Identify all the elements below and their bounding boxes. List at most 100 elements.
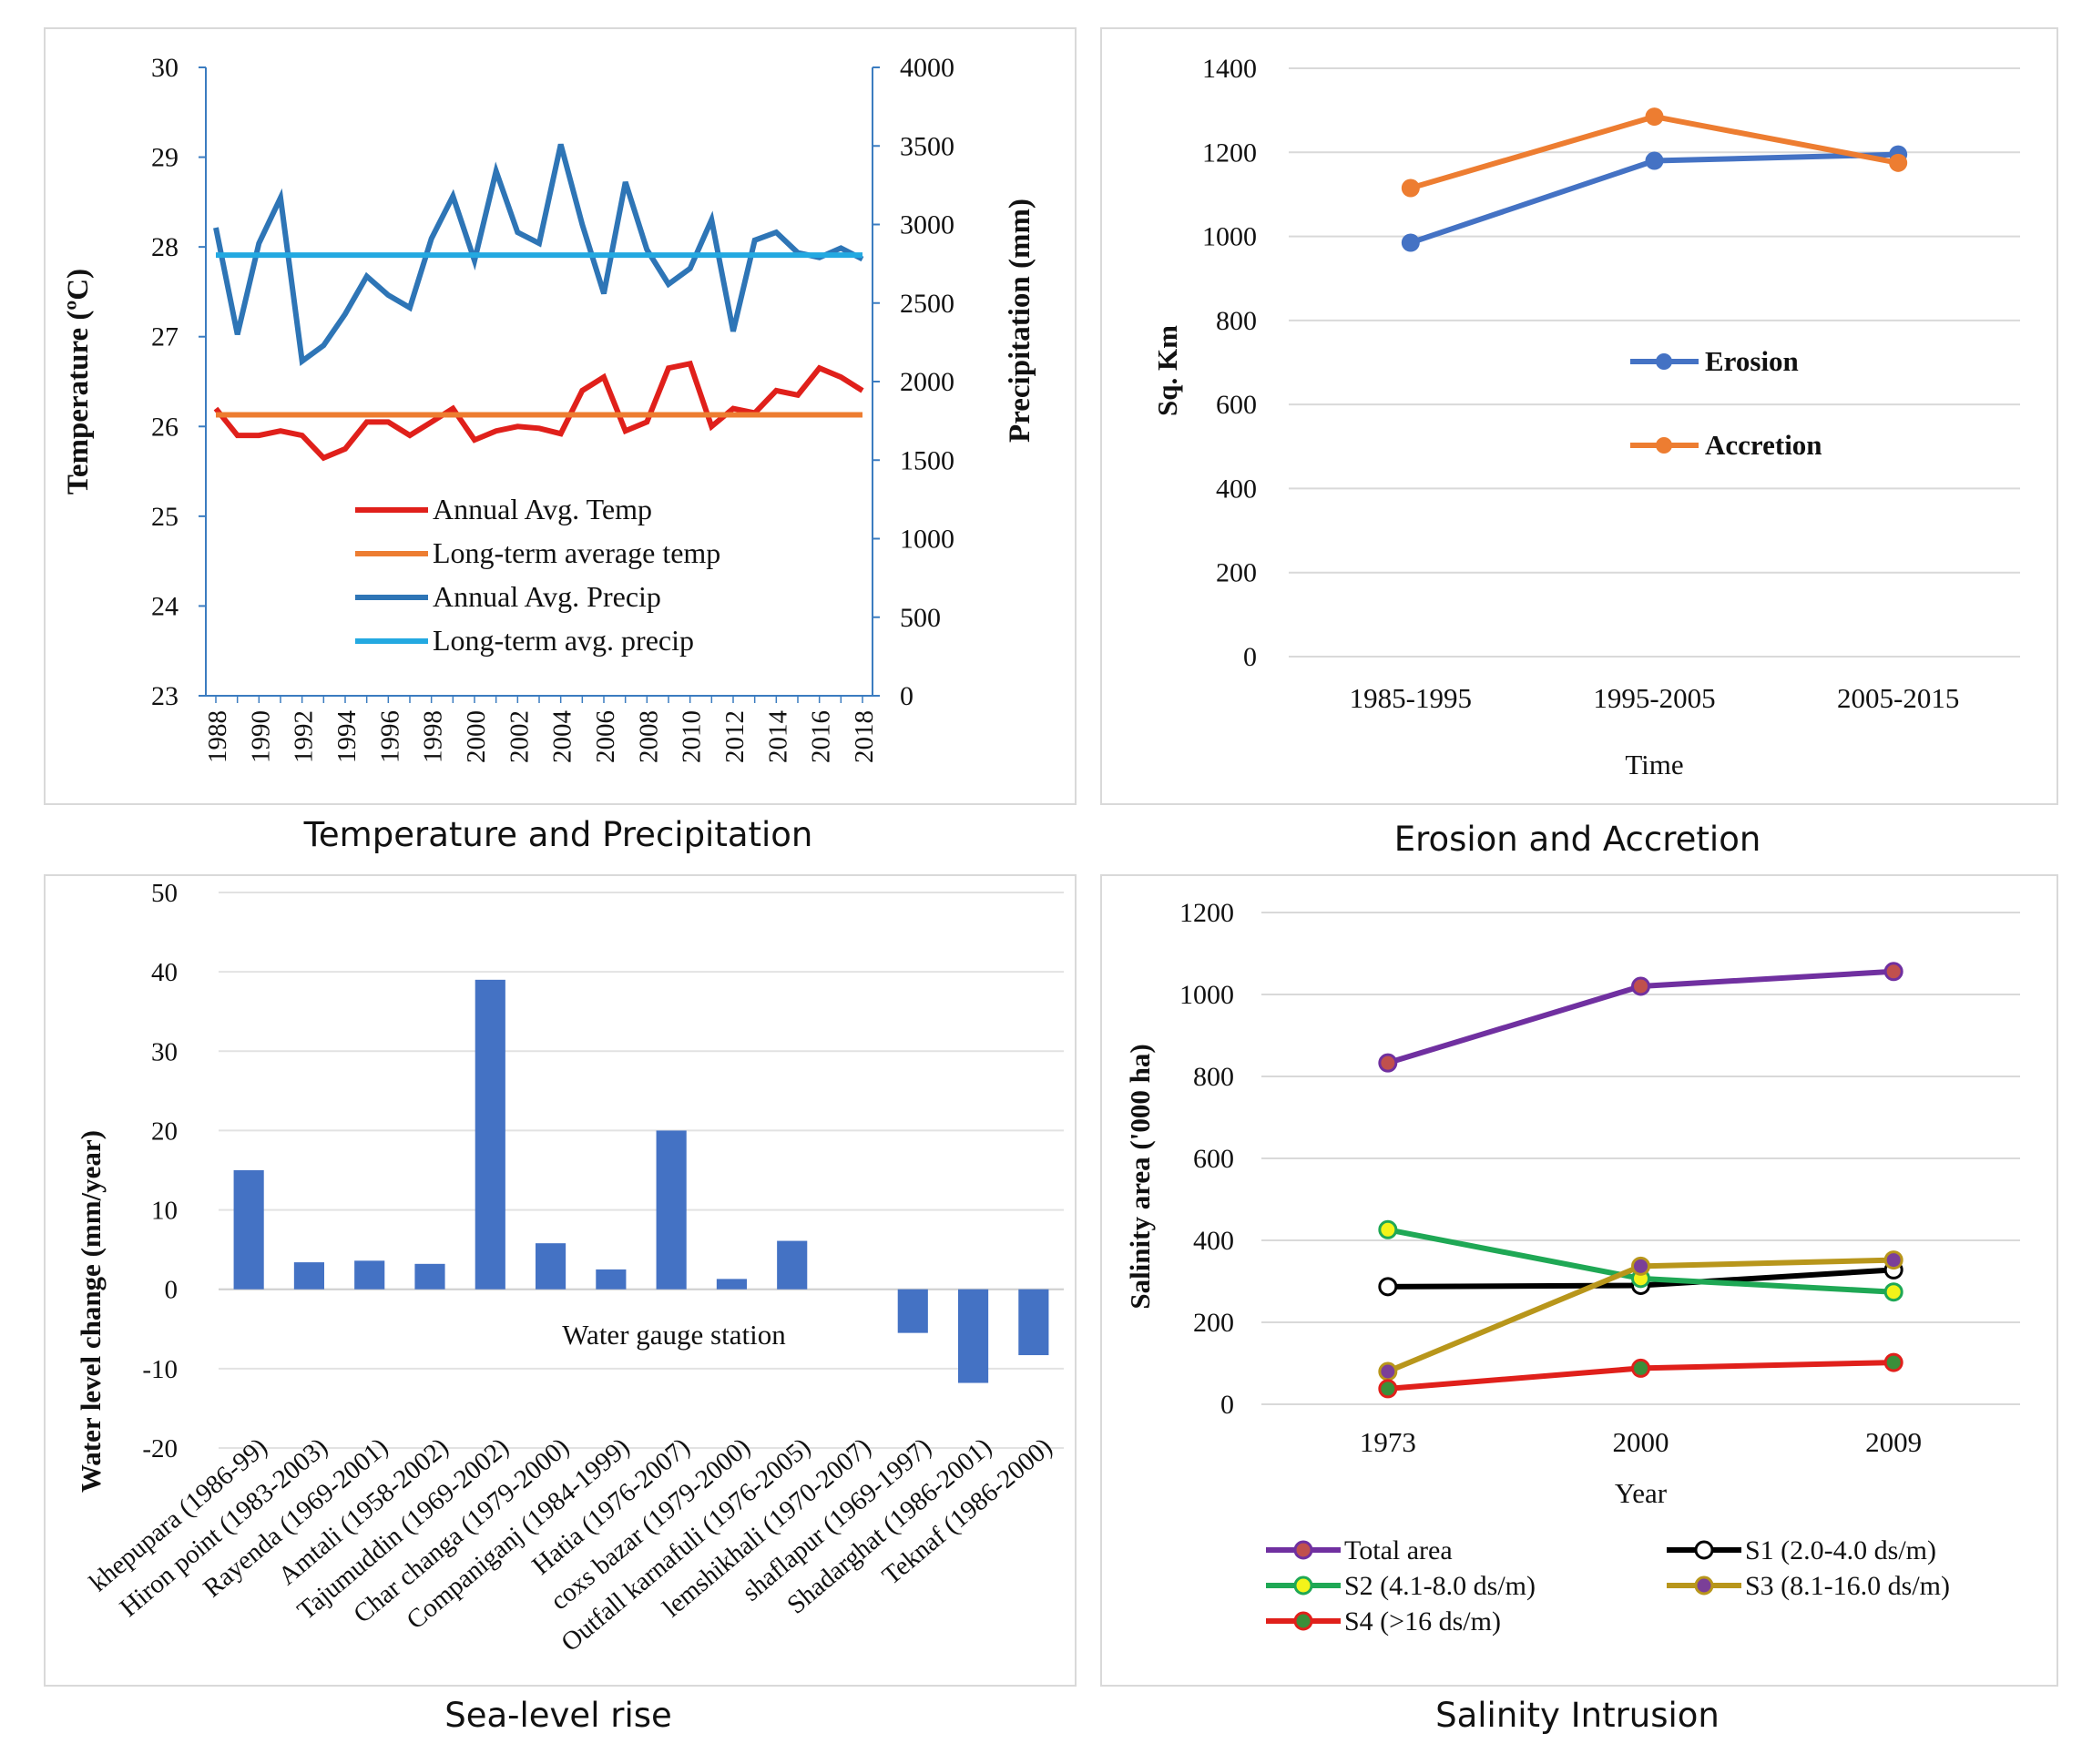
right-tick-label: 2500 xyxy=(900,289,954,319)
y-tick-label: 50 xyxy=(151,879,178,908)
series-point-s3 xyxy=(1631,1256,1650,1276)
x-tick-label: 2002 xyxy=(505,710,534,763)
bar xyxy=(897,1289,928,1333)
y-tick-label: 1200 xyxy=(1202,138,1257,168)
temp-precip-panel: 30 29 28 27 26 25 24 23 4000 3500 3000 2500 2000 1500… xyxy=(44,27,1077,805)
series-point-total xyxy=(1883,962,1903,982)
x-tick-label: 2000 xyxy=(462,710,491,763)
right-tick-label: 3500 xyxy=(900,131,954,161)
bar xyxy=(536,1243,566,1290)
sea-level-panel: 50 40 30 20 10 0 -10 -20 khepupara (1986-99) Hiro… xyxy=(44,874,1077,1687)
y-tick-label: 800 xyxy=(1193,1062,1234,1092)
y-tick-label: 600 xyxy=(1216,390,1257,420)
erosion-panel: 1400 1200 1000 800 600 400 200 0 1985-1995 1995-2… xyxy=(1100,27,2058,805)
bar xyxy=(656,1130,687,1290)
series-line-annual-avg-temp xyxy=(213,360,864,462)
y-tick-label: 10 xyxy=(151,1197,178,1226)
series-point-s4 xyxy=(1378,1379,1398,1399)
series-point-s3 xyxy=(1378,1361,1398,1382)
y-tick-label: 40 xyxy=(151,958,178,987)
y-tick-label: 1000 xyxy=(1202,222,1257,252)
x-tick-label: 2018 xyxy=(850,710,879,763)
legend-label: Annual Avg. Temp xyxy=(433,493,652,525)
y-tick-label: 1400 xyxy=(1202,54,1257,84)
series-point-erosion xyxy=(1401,233,1420,252)
x-tick-label: 2014 xyxy=(763,710,792,764)
x-tick-label: 1988 xyxy=(203,710,232,763)
legend-marker xyxy=(1694,1540,1714,1560)
legend-label: Erosion xyxy=(1705,345,1799,377)
legend-label: Long-term average temp xyxy=(433,536,720,569)
series-point-accretion xyxy=(1889,153,1908,172)
x-axis-title: Year xyxy=(1615,1477,1668,1509)
series-point-total xyxy=(1378,1053,1398,1073)
series-point-total xyxy=(1631,976,1650,996)
x-tick-label: 2006 xyxy=(591,710,620,763)
legend-label: S2 (4.1-8.0 ds/m) xyxy=(1344,1571,1536,1601)
y-axis-title: Salinity area ('000 ha) xyxy=(1124,1044,1156,1309)
legend-marker xyxy=(1293,1575,1313,1596)
x-tick-label: 1973 xyxy=(1360,1426,1416,1458)
sea-level-caption: Sea-level rise xyxy=(444,1696,672,1735)
left-tick-label: 28 xyxy=(151,232,179,262)
left-tick-label: 24 xyxy=(151,591,179,621)
y-tick-label: 20 xyxy=(151,1117,178,1146)
y-axis-title: Water level change (mm/year) xyxy=(75,1130,107,1493)
series-point-erosion xyxy=(1645,151,1664,170)
salinity-panel: 1200 1000 800 600 400 200 0 1973 2000 2009 Year Sal… xyxy=(1100,874,2058,1687)
y-tick-label: 400 xyxy=(1216,474,1257,504)
series-point-s4 xyxy=(1631,1358,1650,1378)
legend-marker xyxy=(1694,1575,1714,1596)
legend-label: Annual Avg. Precip xyxy=(433,580,661,613)
legend-marker xyxy=(1293,1540,1313,1560)
x-tick-label: 1994 xyxy=(332,710,362,764)
y-axis-title: Sq. Km xyxy=(1151,325,1183,416)
bar xyxy=(354,1260,385,1290)
left-tick-label: 23 xyxy=(151,681,179,711)
series-point-accretion xyxy=(1645,107,1664,127)
legend-marker xyxy=(1656,353,1672,370)
bar xyxy=(716,1279,747,1290)
y-tick-label: 0 xyxy=(165,1276,179,1305)
legend-label: Total area xyxy=(1344,1535,1453,1565)
y-tick-label: 0 xyxy=(1243,642,1257,672)
erosion-chart: 1400 1200 1000 800 600 400 200 0 1985-1995 1995-2… xyxy=(1151,54,2020,780)
salinity-caption: Salinity Intrusion xyxy=(1435,1696,1720,1735)
bar xyxy=(233,1170,264,1290)
temp-precip-caption: Temperature and Precipitation xyxy=(303,815,813,854)
series-point-s2 xyxy=(1883,1282,1903,1302)
right-tick-label: 4000 xyxy=(900,53,954,83)
x-tick-label: 1995-2005 xyxy=(1593,682,1715,714)
y-tick-label: 1200 xyxy=(1179,898,1234,928)
y-tick-label: 600 xyxy=(1193,1144,1234,1174)
left-tick-label: 27 xyxy=(151,322,179,352)
temp-precip-chart: 30 29 28 27 26 25 24 23 4000 3500 3000 2500 2000 1500… xyxy=(62,53,1036,764)
x-tick-label: 2004 xyxy=(548,710,577,764)
legend-label: S3 (8.1-16.0 ds/m) xyxy=(1745,1571,1950,1601)
series-line-annual-avg-precip xyxy=(213,143,864,367)
x-tick-label: 1985-1995 xyxy=(1350,682,1472,714)
x-axis-title: Time xyxy=(1625,749,1683,780)
x-tick-label: 2009 xyxy=(1865,1426,1922,1458)
erosion-caption: Erosion and Accretion xyxy=(1393,820,1761,859)
left-tick-label: 26 xyxy=(151,412,179,442)
legend-label: S4 (>16 ds/m) xyxy=(1344,1606,1501,1637)
x-tick-label: 1990 xyxy=(246,710,275,763)
y-axis-title: Temperature (ºC) xyxy=(62,269,95,495)
bar xyxy=(958,1289,989,1383)
right-tick-label: 0 xyxy=(900,681,913,711)
x-tick-label: 2010 xyxy=(678,710,707,763)
y-tick-label: 1000 xyxy=(1179,980,1234,1010)
y-tick-label: 0 xyxy=(1220,1390,1234,1420)
x-tick-label: 2005-2015 xyxy=(1837,682,1959,714)
y-tick-label: 200 xyxy=(1193,1308,1234,1338)
series-point-s4 xyxy=(1883,1352,1903,1372)
x-tick-label: 2012 xyxy=(720,710,750,763)
x-tick-label: 2008 xyxy=(634,710,663,763)
right-tick-label: 1000 xyxy=(900,525,954,555)
legend-marker xyxy=(1293,1611,1313,1631)
x-tick-label: 1996 xyxy=(375,710,404,763)
legend-marker xyxy=(1656,437,1672,454)
x-tick-label: 1992 xyxy=(290,710,319,763)
